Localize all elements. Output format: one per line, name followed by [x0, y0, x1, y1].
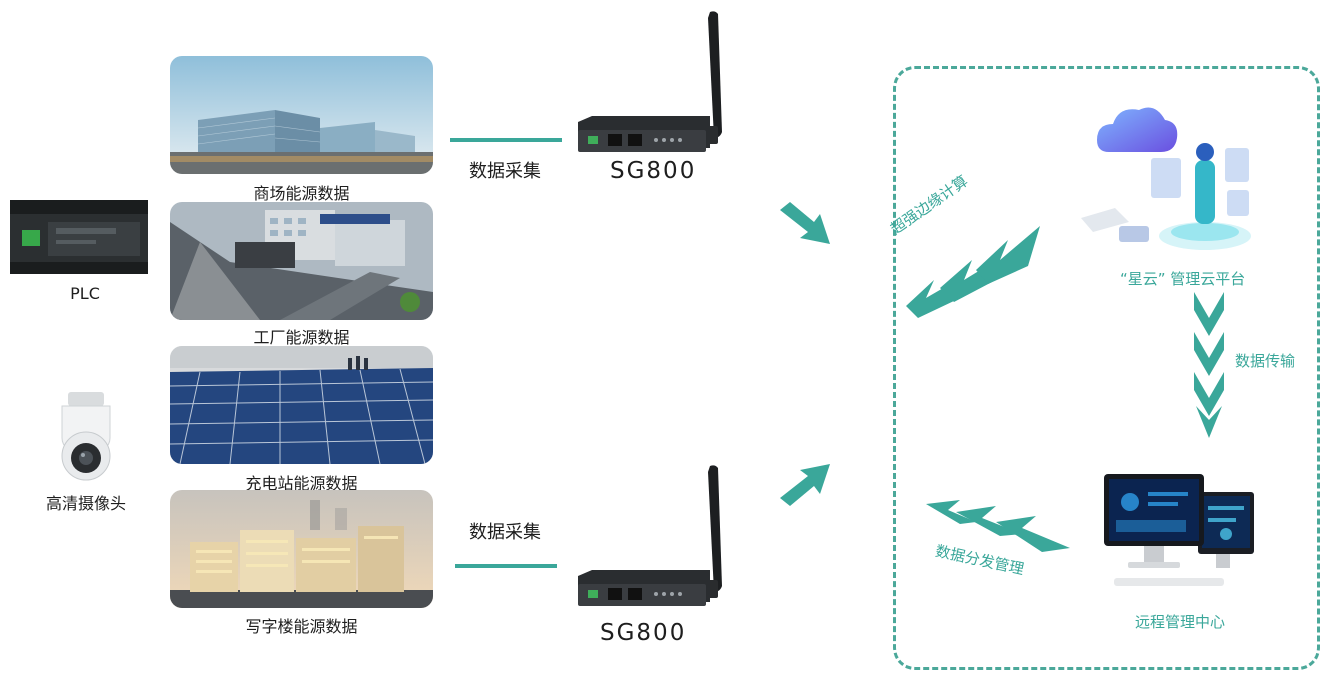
- platform-box: [893, 66, 1320, 670]
- charging-image: [170, 346, 433, 464]
- transfer-label: 数据传输: [1235, 352, 1296, 370]
- mall-caption: 商场能源数据: [253, 184, 350, 203]
- gateway-name-bottom: SG800: [600, 620, 687, 646]
- router-bottom: [574, 462, 730, 612]
- connector-line-bottom: [455, 564, 557, 568]
- transfer-arrows-icon: [1192, 292, 1226, 440]
- plc-label: PLC: [70, 284, 100, 303]
- office-image: [170, 490, 433, 608]
- camera-label: 高清摄像头: [45, 494, 126, 513]
- connector-line-top: [450, 138, 562, 142]
- collect-label-bottom: 数据采集: [469, 522, 541, 543]
- remote-center-monitors: [1100, 468, 1260, 598]
- cloud-platform-illustration: [1075, 100, 1255, 258]
- arrow-down-right-icon: [776, 198, 838, 248]
- distribute-arrows-icon: [926, 494, 1072, 556]
- arrow-up-right-icon: [776, 460, 838, 510]
- plc-device: [8, 196, 150, 278]
- charging-caption: 充电站能源数据: [245, 474, 358, 493]
- edge-arrows-icon: [900, 222, 1046, 318]
- cloud-platform-label: “星云” 管理云平台: [1120, 270, 1246, 288]
- remote-center-label: 远程管理中心: [1135, 613, 1226, 631]
- office-caption: 写字楼能源数据: [245, 617, 358, 636]
- factory-caption: 工厂能源数据: [253, 328, 350, 347]
- collect-label-top: 数据采集: [469, 161, 541, 182]
- router-top: [574, 8, 730, 158]
- gateway-name-top: SG800: [610, 158, 697, 184]
- camera-device: [38, 386, 134, 482]
- mall-image: [170, 56, 433, 174]
- factory-image: [170, 202, 433, 320]
